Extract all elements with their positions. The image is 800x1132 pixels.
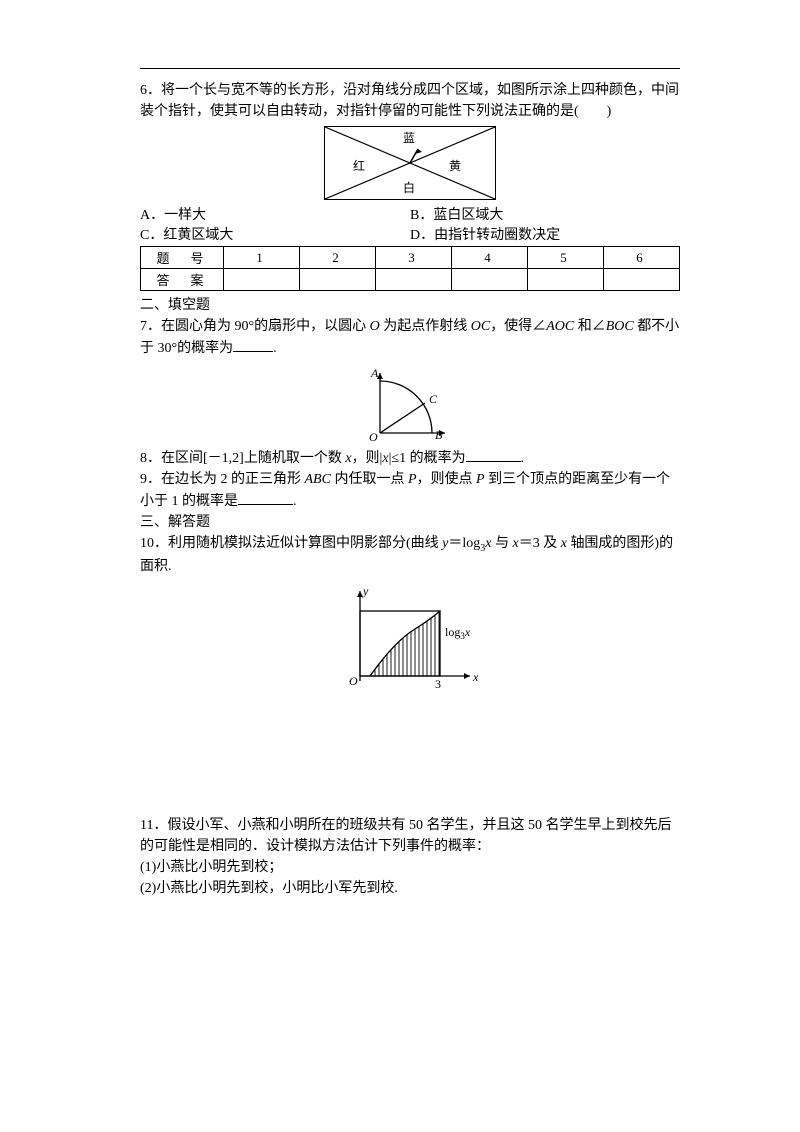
q7-fig-A: A	[370, 366, 379, 380]
q7-a: 7．在圆心角为 90°的扇形中，以圆心	[140, 319, 370, 334]
table-cell: 题 号	[141, 247, 224, 269]
q6-text: 6．将一个长与宽不等的长方形，沿对角线分成四个区域，如图所示涂上四种颜色，中间装…	[140, 80, 680, 122]
q6-options-row1: A．一样大 B．蓝白区域大	[140, 204, 680, 224]
q7-figure: A B C O	[140, 363, 680, 443]
q7-d: 和∠	[574, 319, 606, 334]
table-row: 答 案	[141, 269, 680, 291]
table-cell: 2	[300, 247, 376, 269]
q8-blank	[466, 447, 521, 462]
q6-rectangle: 蓝 红 黄 白	[324, 126, 496, 200]
q8-b: ，则|	[352, 451, 383, 466]
table-cell: 3	[376, 247, 452, 269]
q7-blank	[233, 337, 273, 352]
q8-period: .	[521, 451, 525, 466]
header-rule	[140, 68, 680, 69]
q10-fig-curve: log3x	[445, 625, 471, 641]
q6-options-row2: C．红黄区域大 D．由指针转动圈数决定	[140, 224, 680, 244]
q6-opt-d: D．由指针转动圈数决定	[410, 224, 680, 244]
q7-BOC: BOC	[606, 319, 634, 334]
table-cell	[376, 269, 452, 291]
spacer	[140, 695, 680, 815]
q10-b: 与	[492, 536, 513, 551]
q11-line2: (1)小燕比小明先到校；	[140, 857, 680, 878]
q9-P: P	[408, 472, 417, 487]
q6-opt-a: A．一样大	[140, 204, 410, 224]
table-cell	[604, 269, 680, 291]
q10-text: 10．利用随机模拟法近似计算图中阴影部分(曲线 y＝log3x 与 x＝3 及 …	[140, 533, 680, 577]
q10-fig-O: O	[349, 674, 358, 688]
q9-a: 9．在边长为 2 的正三角形	[140, 472, 305, 487]
q7-OC: OC	[471, 319, 490, 334]
q6-opt-c: C．红黄区域大	[140, 224, 410, 244]
q9-text: 9．在边长为 2 的正三角形 ABC 内任取一点 P，则使点 P 到三个顶点的距…	[140, 469, 680, 512]
table-cell: 1	[224, 247, 300, 269]
table-cell	[300, 269, 376, 291]
q10-fig-y: y	[362, 584, 369, 598]
q6-label-right: 黄	[449, 157, 461, 174]
q6-label-left: 红	[353, 157, 365, 174]
q9-ABC: ABC	[305, 472, 331, 487]
table-cell	[528, 269, 604, 291]
q7-fig-B: B	[435, 428, 443, 442]
q10-a: 10．利用随机模拟法近似计算图中阴影部分(曲线	[140, 536, 442, 551]
q7-AOC: AOC	[546, 319, 574, 334]
table-cell	[224, 269, 300, 291]
q7-b: 为起点作射线	[380, 319, 471, 334]
table-cell: 6	[604, 247, 680, 269]
q9-b: 内任取一点	[331, 472, 408, 487]
q9-P2: P	[476, 472, 485, 487]
q10-fig-3: 3	[435, 677, 441, 691]
q7-fig-O: O	[369, 430, 378, 443]
section2-title: 二、填空题	[140, 295, 680, 316]
q10-fig-x: x	[472, 670, 479, 684]
q10-eq: ＝log	[448, 536, 480, 551]
q6-label-bottom: 白	[403, 179, 415, 196]
q6-label-top: 蓝	[403, 129, 415, 146]
table-row: 题 号 1 2 3 4 5 6	[141, 247, 680, 269]
answer-table: 题 号 1 2 3 4 5 6 答 案	[140, 246, 680, 291]
table-cell: 4	[452, 247, 528, 269]
q9-c: ，则使点	[417, 472, 477, 487]
q7-fig-C: C	[429, 392, 438, 406]
q7-sector-svg: A B C O	[355, 363, 465, 443]
q7-O: O	[370, 319, 380, 334]
q6-opt-b: B．蓝白区域大	[410, 204, 680, 224]
page-content: 6．将一个长与宽不等的长方形，沿对角线分成四个区域，如图所示涂上四种颜色，中间装…	[0, 0, 800, 939]
q7-c: ，使得∠	[490, 319, 546, 334]
q8-a: 8．在区间[－1,2]上随机取一个数	[140, 451, 345, 466]
table-cell: 答 案	[141, 269, 224, 291]
table-cell	[452, 269, 528, 291]
q10-c: ＝3 及	[519, 536, 561, 551]
q9-period: .	[293, 494, 297, 509]
q6-figure-wrap: 蓝 红 黄 白	[140, 126, 680, 200]
q8-c: |≤1 的概率为	[389, 451, 466, 466]
q7-period: .	[273, 341, 277, 356]
table-cell: 5	[528, 247, 604, 269]
section3-title: 三、解答题	[140, 512, 680, 533]
q11-line3: (2)小燕比小明先到校，小明比小军先到校.	[140, 878, 680, 899]
q9-blank	[238, 490, 293, 505]
q10-figure: y x O 3 log3x	[140, 581, 680, 691]
q7-text: 7．在圆心角为 90°的扇形中，以圆心 O 为起点作射线 OC，使得∠AOC 和…	[140, 316, 680, 359]
q10-svg: y x O 3 log3x	[325, 581, 495, 691]
q11-line1: 11．假设小军、小燕和小明所在的班级共有 50 名学生，并且这 50 名学生早上…	[140, 815, 680, 857]
q8-text: 8．在区间[－1,2]上随机取一个数 x，则|x|≤1 的概率为.	[140, 447, 680, 469]
